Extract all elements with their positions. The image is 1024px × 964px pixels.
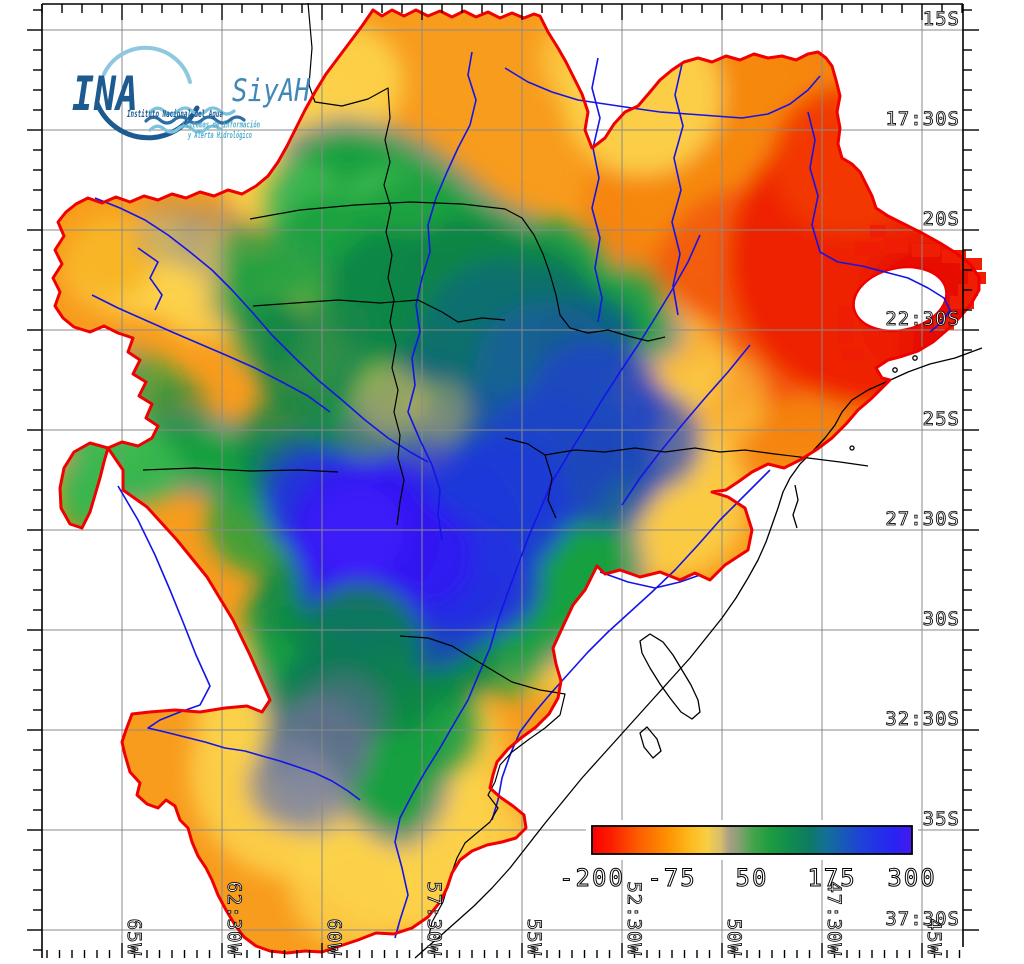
logo-subtitle-3: y Alerta Hidrológico <box>187 130 252 141</box>
lat-label-15S: 15S <box>923 8 960 30</box>
latitude-labels: 15S 17:30S 20S 22:30S 25S 27:30S 30S 32:30S 35S 3… <box>885 8 960 931</box>
lat-label-32:30S: 32:30S <box>885 708 960 730</box>
logo-waves-icon <box>144 106 246 134</box>
logo-subtitle-2: Sistemas de información <box>182 120 260 131</box>
lon-label-50W: 50W <box>723 919 745 956</box>
lat-label-20S: 20S <box>923 208 960 230</box>
colorbar-labels: -200 -75 50 175 300 <box>559 864 936 893</box>
colorbar-gradient <box>591 825 913 855</box>
logo-siyah-text: SiyAH <box>232 73 310 109</box>
lat-label-30S: 30S <box>923 608 960 630</box>
lat-lon-grid <box>42 4 963 947</box>
colorbar-tick-300: 300 <box>887 864 936 892</box>
colorbar-tick-50: 50 <box>736 864 769 892</box>
coastline <box>414 347 983 959</box>
lat-label-35S: 35S <box>923 808 960 830</box>
lon-label-47:30W: 47:30W <box>823 881 845 956</box>
basin-outline <box>51 8 981 955</box>
logo-ina-text: INA <box>72 67 138 122</box>
lon-label-57:30W: 57:30W <box>423 881 445 956</box>
logo-subtitle-1: Instituto Nacional del Agua <box>127 108 223 120</box>
rivers <box>91 51 951 939</box>
lat-label-27:30S: 27:30S <box>885 508 960 530</box>
colorbar-tick--75: -75 <box>647 864 696 892</box>
lon-label-55W: 55W <box>523 919 545 956</box>
lon-label-45W: 45W <box>923 919 945 956</box>
colorbar-tick-175: 175 <box>807 864 856 892</box>
lat-label-22:30S: 22:30S <box>885 308 960 330</box>
axis-ticks <box>27 4 979 958</box>
lat-label-17:30S: 17:30S <box>885 108 960 130</box>
colorbar-tick--200: -200 <box>559 864 625 892</box>
lon-label-52:30W: 52:30W <box>623 881 645 956</box>
lat-label-37:30S: 37:30S <box>885 908 960 930</box>
lat-label-25S: 25S <box>923 408 960 430</box>
lon-label-62:30W: 62:30W <box>223 881 245 956</box>
colorbar <box>586 820 918 860</box>
lon-label-65W: 65W <box>123 919 145 956</box>
lon-label-60W: 60W <box>323 919 345 956</box>
logo-bottom-arc-icon <box>94 100 200 141</box>
logo-top-arc-icon <box>102 45 192 84</box>
logo-ina-siyah: INA SiyAH Instituto Nacional del Agua Si… <box>72 45 310 141</box>
no-data-hole <box>852 265 948 333</box>
longitude-labels: 65W 62:30W 60W 57:30W 55W 52:30W 50W 47:30W 45W <box>123 881 946 956</box>
political-borders <box>142 2 869 941</box>
